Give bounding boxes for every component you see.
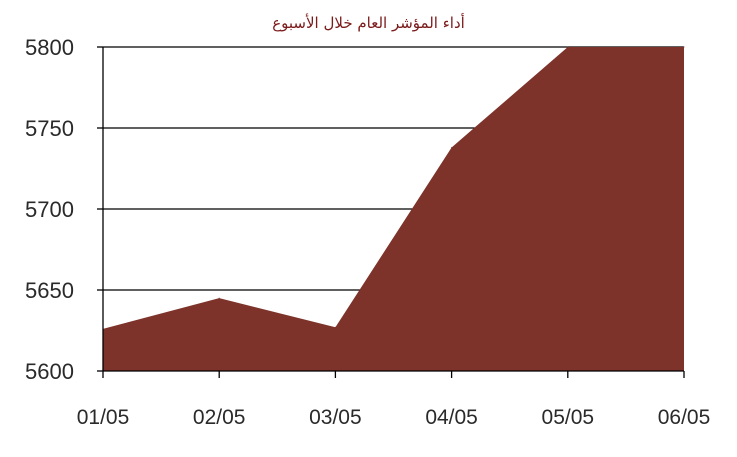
y-tick-label-5800: 5800	[25, 35, 74, 60]
x-tick-label-01-05: 01/05	[77, 406, 130, 429]
chart-title: أداء المؤشر العام خلال الأسبوع	[272, 14, 465, 32]
y-tick-label-5600: 5600	[25, 359, 74, 384]
data-point-04-05	[451, 146, 453, 148]
area-series	[103, 47, 684, 371]
data-point-06-05	[683, 46, 685, 48]
x-tick-label-02-05: 02/05	[193, 406, 246, 429]
y-tick-label-5700: 5700	[25, 197, 74, 222]
data-point-02-05	[218, 297, 220, 299]
x-tick-label-06-05: 06/05	[658, 406, 711, 429]
data-point-05-05	[567, 46, 569, 48]
y-tick-label-5650: 5650	[25, 278, 74, 303]
x-tick-label-04-05: 04/05	[425, 406, 478, 429]
x-tick-label-05-05: 05/05	[542, 406, 595, 429]
x-tick-label-03-05: 03/05	[309, 406, 362, 429]
data-point-03-05	[334, 326, 336, 328]
y-tick-label-5750: 5750	[25, 116, 74, 141]
